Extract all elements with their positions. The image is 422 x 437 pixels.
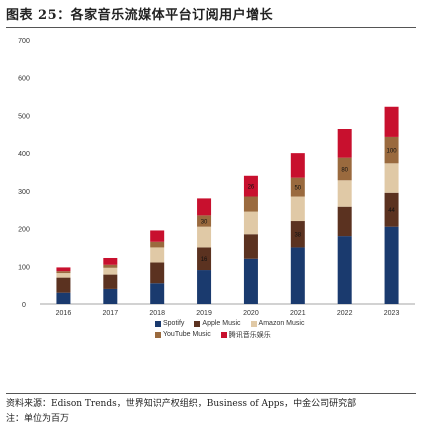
bar-segment: [243, 258, 258, 304]
bar-segment: [103, 264, 118, 268]
legend-item: 腾讯音乐娱乐: [220, 330, 271, 340]
y-tick-label: 700: [18, 38, 30, 45]
bar-segment: [197, 247, 212, 271]
legend-label: 腾讯音乐娱乐: [228, 331, 271, 339]
bar-segment: [243, 175, 258, 197]
x-tick-label: 2020: [243, 310, 259, 317]
bar-segment: [56, 292, 71, 304]
legend-item: Spotify: [155, 320, 184, 327]
bar-segment: [56, 271, 71, 274]
title-divider: [6, 27, 416, 28]
bar-segment: [384, 136, 399, 164]
legend-swatch: [155, 331, 161, 338]
bar-segment: [150, 230, 165, 242]
legend-swatch: [155, 320, 161, 327]
x-tick-label: 2019: [196, 310, 212, 317]
legend-swatch: [220, 331, 227, 338]
data-label: 44: [388, 208, 395, 214]
x-tick-label: 2022: [337, 310, 353, 317]
bar-segment: [150, 247, 165, 263]
bar-segment: [56, 273, 71, 278]
legend-label: YouTube Music: [163, 331, 211, 338]
bar-segment: [384, 163, 399, 193]
x-tick-label: 2017: [103, 310, 119, 317]
bar-segment: [103, 274, 118, 289]
legend-row: Spotify Apple Music Amazon Music: [155, 318, 385, 329]
bar-segment: [56, 277, 71, 293]
y-tick-label: 600: [18, 76, 30, 83]
bar-segment: [197, 226, 212, 248]
data-label: 80: [341, 167, 348, 173]
x-tick-label: 2018: [149, 310, 165, 317]
bar-segment: [290, 196, 305, 222]
y-tick-label: 400: [18, 151, 30, 158]
x-tick-label: 2021: [290, 310, 306, 317]
bar-segment: [290, 177, 305, 197]
bar-segment: [384, 106, 399, 137]
bar-segment: [150, 283, 165, 304]
bar-segment: [243, 196, 258, 212]
bar-segment: [197, 215, 212, 227]
source-text: 资料来源：Edison Trends，世界知识产权组织，Business of …: [6, 399, 357, 409]
stacked-bar-chart: 0 100 200 300 400 500 600 700 2016 2017 2018 2019 20…: [18, 38, 415, 317]
bar-segment: [243, 234, 258, 259]
y-tick-label: 200: [18, 227, 30, 234]
bar-segment: [337, 206, 352, 237]
bar-segment: [56, 267, 71, 272]
bar-segment: [337, 180, 352, 207]
bar-segment: [337, 129, 352, 158]
legend-label: Amazon Music: [258, 320, 305, 327]
legend-item: YouTube Music: [155, 331, 211, 338]
bar-segment: [290, 247, 305, 304]
source-note: 资料来源：Edison Trends，世界知识产权组织，Business of …: [6, 397, 416, 427]
bar-segment: [243, 211, 258, 235]
bar-segment: [197, 198, 212, 216]
figure-title: 图表 25：各家音乐流媒体平台订阅用户增长: [6, 8, 274, 23]
y-tick-label: 0: [22, 302, 26, 309]
bar-segment: [103, 257, 118, 265]
legend-label: Apple Music: [202, 320, 241, 327]
data-label: 30: [201, 220, 208, 226]
x-tick-label: 2023: [384, 310, 400, 317]
bar-segment: [150, 262, 165, 284]
legend-swatch: [194, 320, 201, 327]
source-divider: [6, 393, 416, 394]
bar-segment: [290, 153, 305, 178]
legend-row: YouTube Music 腾讯音乐娱乐: [155, 329, 385, 340]
legend-swatch: [250, 320, 257, 327]
bar-segment: [384, 192, 399, 227]
data-label: 16: [201, 257, 208, 263]
bar-segment: [337, 157, 352, 181]
y-tick-label: 300: [18, 189, 30, 196]
data-label: 100: [387, 149, 398, 155]
y-tick-label: 100: [18, 264, 30, 271]
legend-item: Amazon Music: [250, 320, 305, 327]
bar-segment: [337, 236, 352, 304]
bar-segment: [103, 267, 118, 275]
y-tick-label: 500: [18, 113, 30, 120]
bar-segment: [290, 221, 305, 248]
bar-segment: [103, 288, 118, 304]
bar-segment: [197, 270, 212, 304]
data-label: 38: [294, 233, 301, 239]
legend-item: Apple Music: [194, 320, 241, 327]
unit-note: 注：单位为百万: [6, 414, 70, 424]
bar-segment: [384, 226, 399, 304]
data-label: 50: [294, 186, 301, 192]
chart-legend: Spotify Apple Music Amazon Music YouTube Mu…: [155, 318, 385, 340]
bar-segment: [150, 241, 165, 248]
legend-label: Spotify: [163, 320, 185, 327]
x-tick-label: 2016: [56, 310, 72, 317]
data-label: 26: [248, 185, 255, 191]
